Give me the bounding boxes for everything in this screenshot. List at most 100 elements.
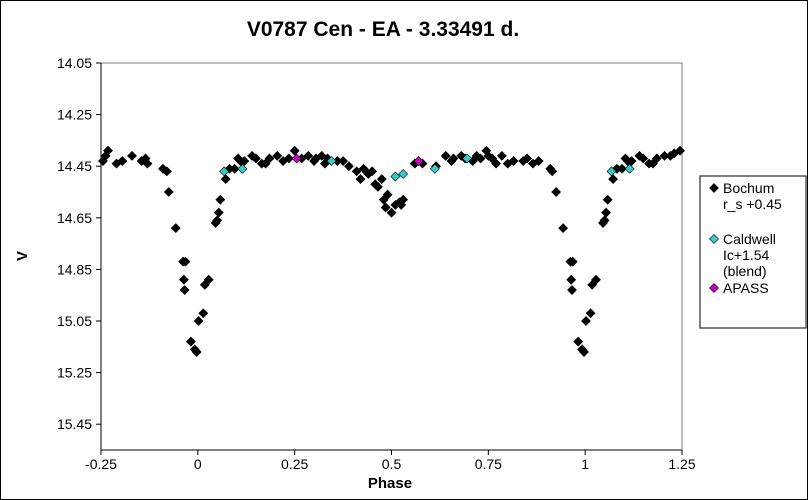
bochum-data-point [338, 156, 349, 166]
bochum-data-point [382, 189, 393, 200]
bochum-data-point [491, 158, 502, 169]
caldwell-data-point [237, 163, 248, 174]
legend-label-caldwell: Caldwell [723, 231, 776, 247]
x-tick-label: 0.5 [382, 456, 402, 472]
legend-label-apass: APASS [723, 280, 769, 296]
legend-marker-bochum [709, 183, 719, 193]
bochum-data-point [229, 163, 240, 174]
bochum-data-point [376, 174, 387, 185]
caldwell-data-point [326, 156, 337, 166]
bochum-data-point [272, 150, 283, 161]
y-tick-label: 15.05 [57, 313, 92, 329]
y-tick-label: 14.65 [57, 210, 92, 226]
bochum-data-point [440, 150, 451, 161]
bochum-data-point [373, 181, 383, 192]
legend-label-bochum: Bochum [723, 180, 774, 196]
bochum-data-point [602, 194, 613, 205]
bochum-data-point [567, 285, 577, 295]
bochum-data-point [567, 256, 578, 267]
x-tick-label: 1 [581, 456, 589, 472]
bochum-data-point [367, 166, 378, 177]
bochum-data-point [599, 215, 610, 226]
bochum-data-point [185, 336, 196, 347]
legend-marker-caldwell [709, 234, 719, 244]
bochum-data-point [496, 150, 507, 161]
x-axis-label: Phase [368, 475, 412, 492]
caldwell-data-point [219, 166, 230, 177]
bochum-data-point [163, 187, 174, 197]
bochum-data-point [585, 308, 596, 319]
y-axis: 14.05 14.25 14.45 14.65 14.85 15.05 15.25 15.45 [57, 55, 102, 450]
bochum-data-point [573, 336, 584, 347]
legend-box [699, 175, 807, 329]
bochum-data-point [448, 153, 459, 164]
x-tick-label: 0.25 [281, 456, 308, 472]
bochum-data-point [617, 163, 627, 174]
series-caldwell [219, 153, 635, 182]
chart-title: V0787 Cen - EA - 3.33491 d. [247, 18, 519, 41]
y-tick-label: 15.25 [57, 365, 92, 381]
bochum-data-point [358, 163, 369, 174]
apass-data-point [413, 156, 424, 166]
bochum-data-point [551, 187, 562, 197]
bochum-data-point [264, 153, 275, 164]
bochum-data-point [178, 274, 189, 285]
y-tick-label: 14.85 [57, 261, 92, 277]
y-tick-label: 14.05 [57, 55, 92, 71]
bochum-data-point [251, 153, 261, 164]
y-tick-label: 14.45 [57, 158, 92, 174]
bochum-data-point [380, 202, 391, 213]
data-points [98, 145, 685, 357]
x-axis: -0.25 0 0.25 0.5 0.75 1 1.25 [85, 449, 696, 472]
bochum-data-point [398, 194, 409, 205]
bochum-data-point [626, 156, 637, 166]
bochum-data-point [117, 156, 128, 166]
caldwell-data-point [429, 163, 440, 174]
y-tick-label: 15.45 [57, 416, 92, 432]
bochum-data-point [579, 347, 589, 357]
series-apass [291, 153, 424, 166]
caldwell-data-point [390, 171, 401, 182]
bochum-data-point [213, 207, 224, 218]
bochum-data-point [127, 150, 137, 161]
bochum-data-point [355, 174, 366, 185]
bochum-data-point [170, 223, 181, 234]
legend-marker-apass [709, 283, 719, 293]
bochum-data-point [533, 156, 544, 166]
legend-label-bochum: r_s +0.45 [723, 196, 782, 212]
bochum-data-point [180, 256, 191, 267]
caldwell-data-point [624, 163, 635, 174]
bochum-data-point [239, 156, 250, 166]
bochum-data-point [651, 153, 662, 164]
caldwell-data-point [606, 166, 617, 177]
bochum-data-point [638, 153, 649, 164]
bochum-data-point [581, 316, 591, 326]
bochum-data-point [608, 174, 618, 185]
y-tick-label: 14.25 [57, 107, 92, 123]
caldwell-data-point [398, 169, 409, 179]
legend-label-caldwell: Ic+1.54 [723, 247, 770, 263]
x-tick-label: 0 [194, 456, 202, 472]
bochum-data-point [212, 215, 223, 226]
bochum-data-point [386, 207, 397, 218]
bochum-data-point [161, 166, 172, 177]
bochum-data-point [193, 316, 204, 326]
caldwell-data-point [462, 153, 472, 164]
y-axis-label: V [14, 251, 31, 261]
bochum-data-point [220, 174, 231, 185]
bochum-data-point [215, 194, 226, 205]
bochum-data-point [103, 145, 113, 156]
bochum-data-point [591, 274, 601, 285]
bochum-data-point [566, 274, 577, 285]
apass-data-point [291, 153, 302, 164]
bochum-data-point [475, 153, 486, 164]
bochum-data-point [142, 158, 153, 169]
bochum-data-point [343, 161, 354, 172]
x-tick-label: 1.25 [668, 456, 695, 472]
x-tick-label: 0.75 [475, 456, 502, 472]
bochum-data-point [203, 274, 214, 285]
bochum-data-point [191, 347, 202, 357]
bochum-data-point [303, 150, 314, 161]
